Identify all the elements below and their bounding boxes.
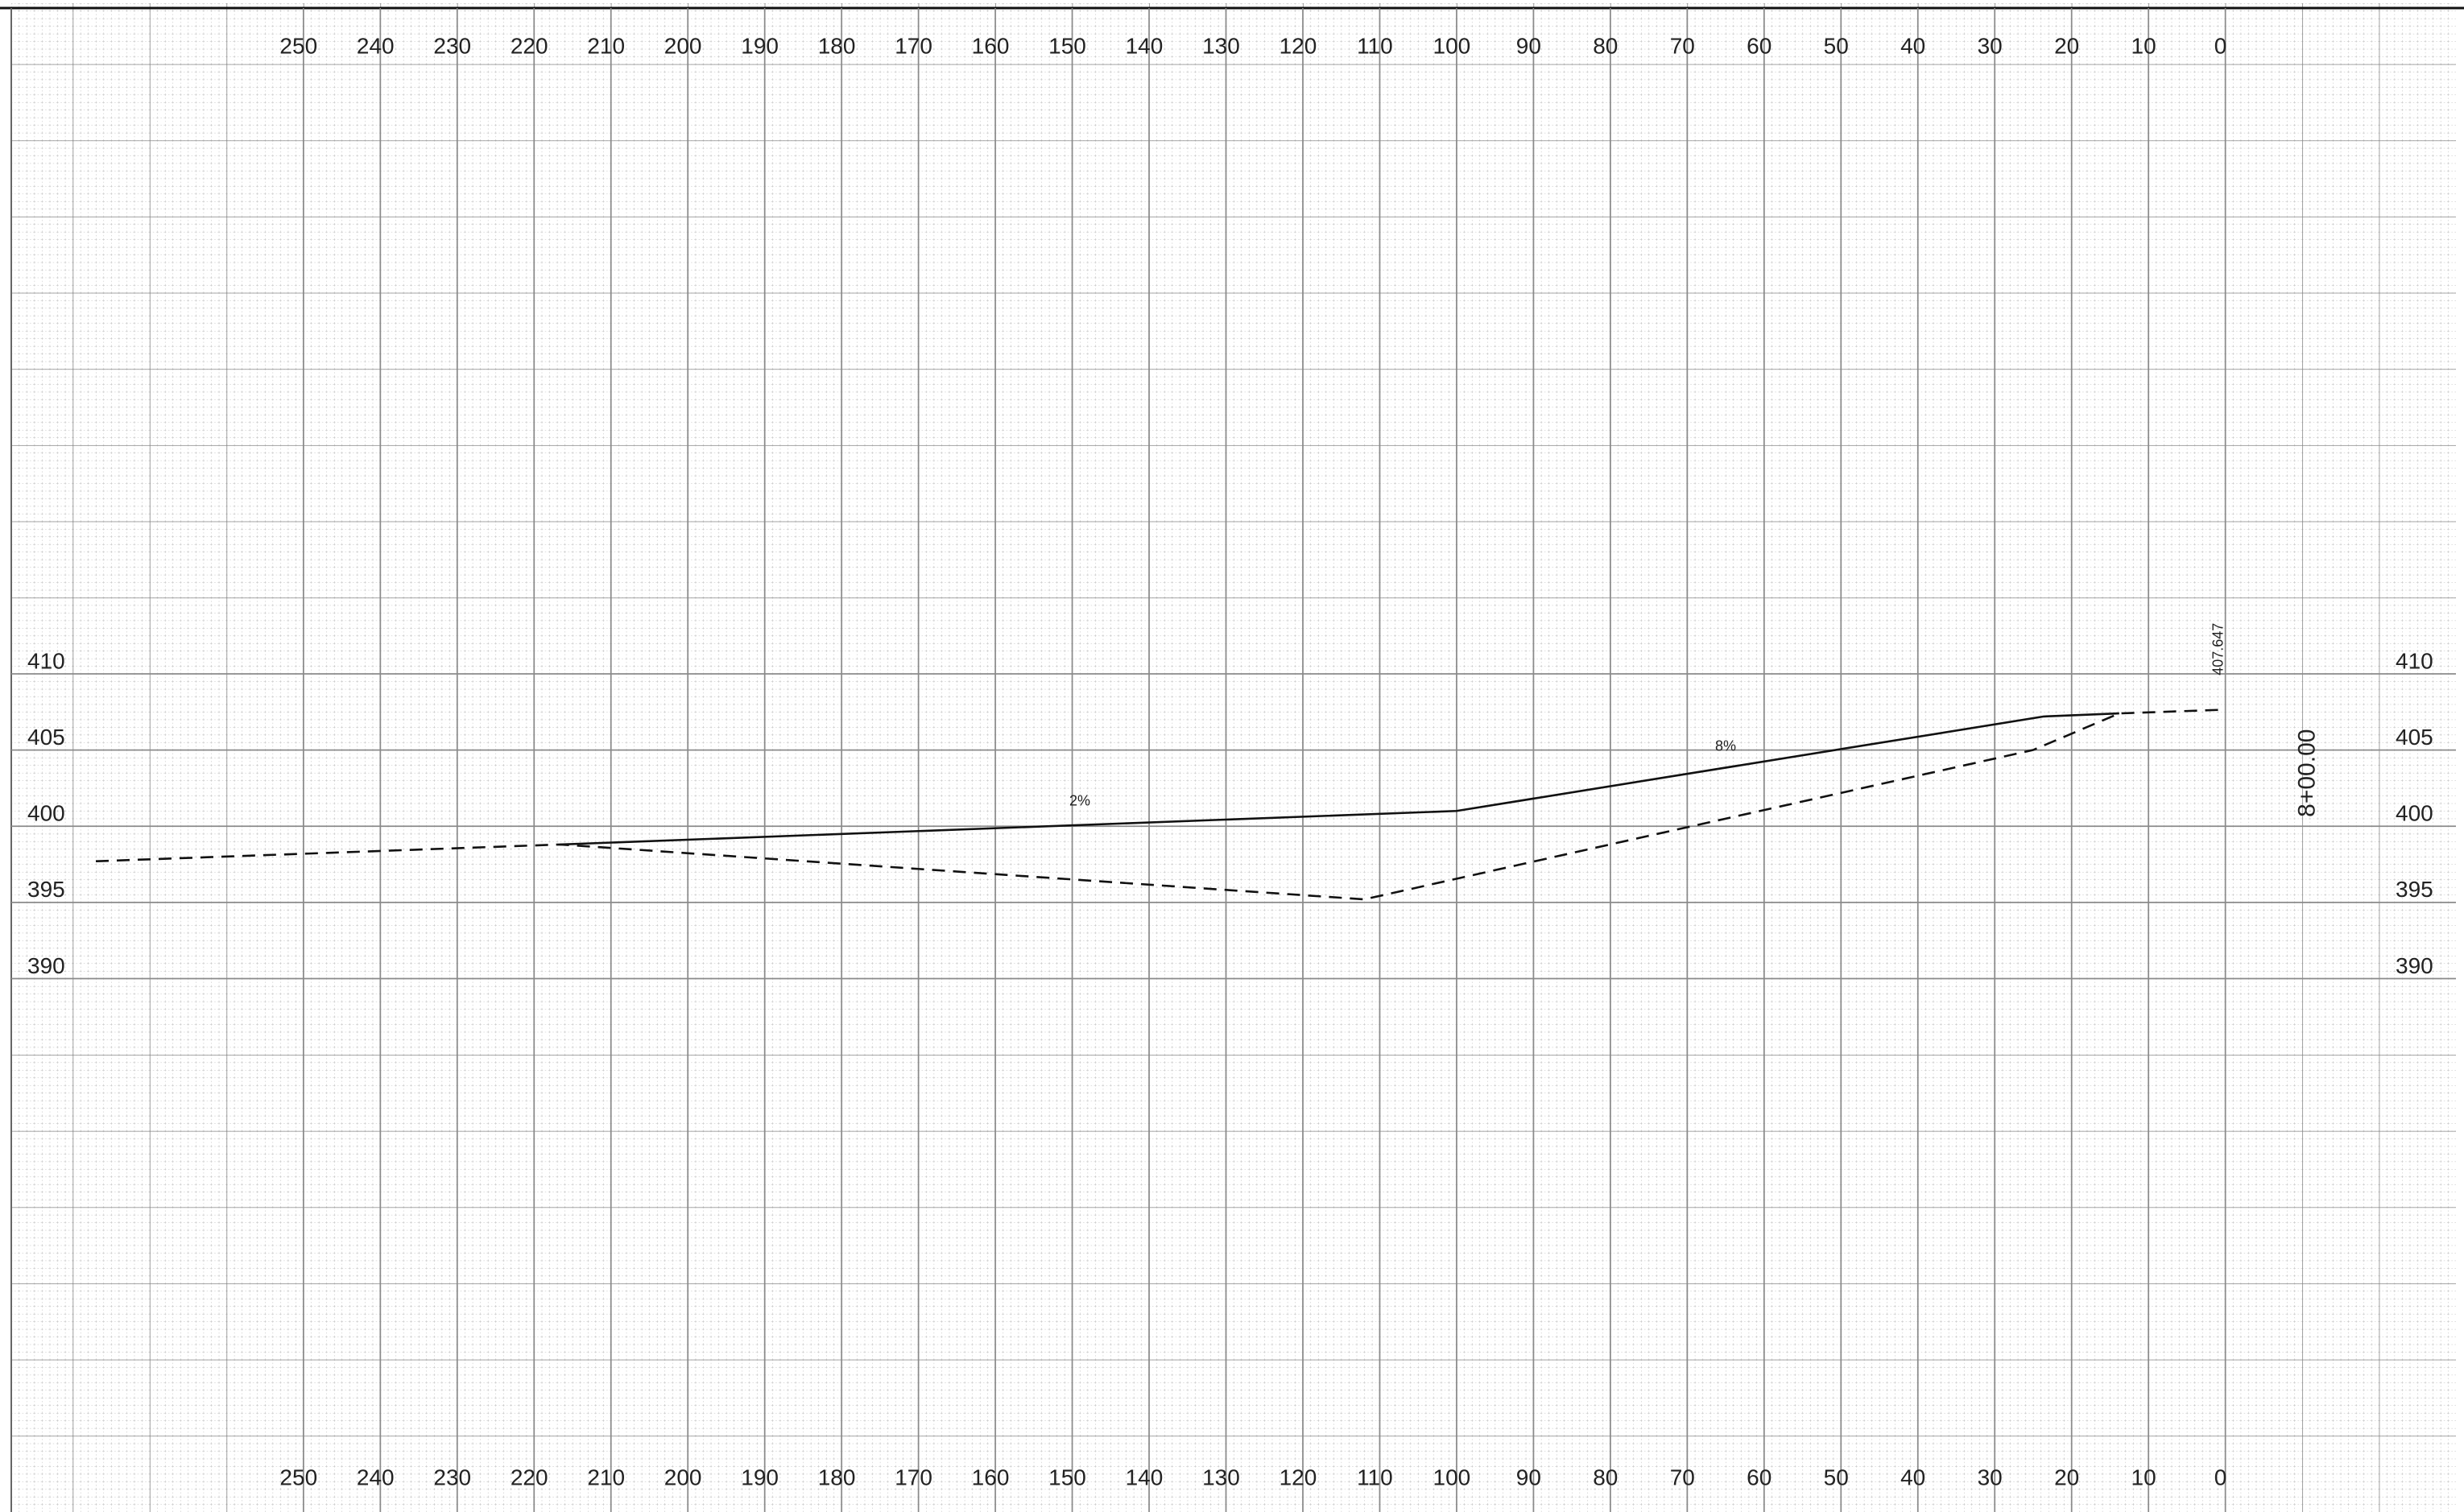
- x-tick-label: 50: [1824, 1464, 1849, 1489]
- x-tick-label: 0: [2214, 33, 2227, 58]
- x-tick-label: 60: [1747, 33, 1772, 58]
- y-tick-label: 390: [27, 953, 65, 978]
- x-tick-label: 10: [2131, 33, 2156, 58]
- x-tick-label: 80: [1593, 1464, 1618, 1489]
- x-tick-label: 170: [895, 1464, 932, 1489]
- x-tick-label: 90: [1516, 33, 1541, 58]
- x-tick-label: 230: [433, 33, 471, 58]
- x-tick-label: 180: [818, 33, 856, 58]
- x-tick-label: 220: [511, 33, 548, 58]
- y-tick-label: 395: [2396, 877, 2433, 902]
- x-tick-label: 40: [1900, 33, 1925, 58]
- x-tick-label: 90: [1516, 1464, 1541, 1489]
- x-tick-label: 190: [741, 33, 779, 58]
- x-tick-label: 250: [279, 33, 317, 58]
- x-tick-label: 230: [433, 1464, 471, 1489]
- x-tick-label: 110: [1357, 1464, 1393, 1489]
- x-tick-label: 100: [1433, 33, 1471, 58]
- x-tick-label: 240: [357, 33, 395, 58]
- x-tick-label: 150: [1048, 33, 1086, 58]
- x-tick-label: 160: [972, 33, 1010, 58]
- x-tick-label: 130: [1202, 1464, 1240, 1489]
- x-tick-label: 50: [1824, 33, 1849, 58]
- x-tick-label: 150: [1048, 1464, 1086, 1489]
- x-tick-label: 190: [741, 1464, 779, 1489]
- x-tick-label: 70: [1670, 33, 1695, 58]
- x-tick-label: 40: [1900, 1464, 1925, 1489]
- major-grid: [11, 3, 2456, 1512]
- y-tick-label: 400: [2396, 801, 2433, 826]
- x-tick-label: 220: [511, 1464, 548, 1489]
- x-tick-label: 30: [1978, 33, 2003, 58]
- x-tick-label: 20: [2054, 33, 2079, 58]
- x-tick-label: 100: [1433, 1464, 1471, 1489]
- x-tick-label: 0: [2214, 1464, 2227, 1489]
- x-tick-label: 200: [664, 1464, 702, 1489]
- x-tick-label: 10: [2131, 1464, 2156, 1489]
- annotation: 407.647: [2210, 623, 2226, 675]
- x-tick-label: 170: [895, 33, 932, 58]
- x-tick-label: 70: [1670, 1464, 1695, 1489]
- x-tick-label: 140: [1126, 1464, 1164, 1489]
- x-tick-label: 120: [1280, 33, 1317, 58]
- y-tick-label: 395: [27, 877, 65, 902]
- y-tick-label: 405: [27, 725, 65, 750]
- x-tick-label: 20: [2054, 1464, 2079, 1489]
- x-tick-label: 60: [1747, 1464, 1772, 1489]
- x-tick-label: 210: [587, 1464, 625, 1489]
- x-tick-label: 200: [664, 33, 702, 58]
- section-line: [560, 712, 2119, 846]
- x-tick-label: 250: [279, 1464, 317, 1489]
- x-tick-label: 180: [818, 1464, 856, 1489]
- y-tick-label: 405: [2396, 725, 2433, 750]
- section-line: [95, 708, 2226, 901]
- annotation: 8%: [1715, 737, 1736, 754]
- y-tick-label: 390: [2396, 953, 2433, 978]
- annotation: 8+00.00: [2294, 729, 2321, 817]
- y-tick-label: 410: [2396, 648, 2433, 673]
- x-tick-label: 210: [587, 33, 625, 58]
- annotation: 2%: [1069, 793, 1090, 809]
- x-tick-label: 140: [1126, 33, 1164, 58]
- x-tick-label: 30: [1978, 1464, 2003, 1489]
- x-tick-label: 160: [972, 1464, 1010, 1489]
- x-tick-label: 120: [1280, 1464, 1317, 1489]
- x-tick-label: 240: [357, 1464, 395, 1489]
- x-tick-label: 80: [1593, 33, 1618, 58]
- x-tick-label: 130: [1202, 33, 1240, 58]
- x-tick-label: 110: [1357, 33, 1393, 58]
- y-tick-label: 410: [27, 648, 65, 673]
- y-tick-label: 400: [27, 801, 65, 826]
